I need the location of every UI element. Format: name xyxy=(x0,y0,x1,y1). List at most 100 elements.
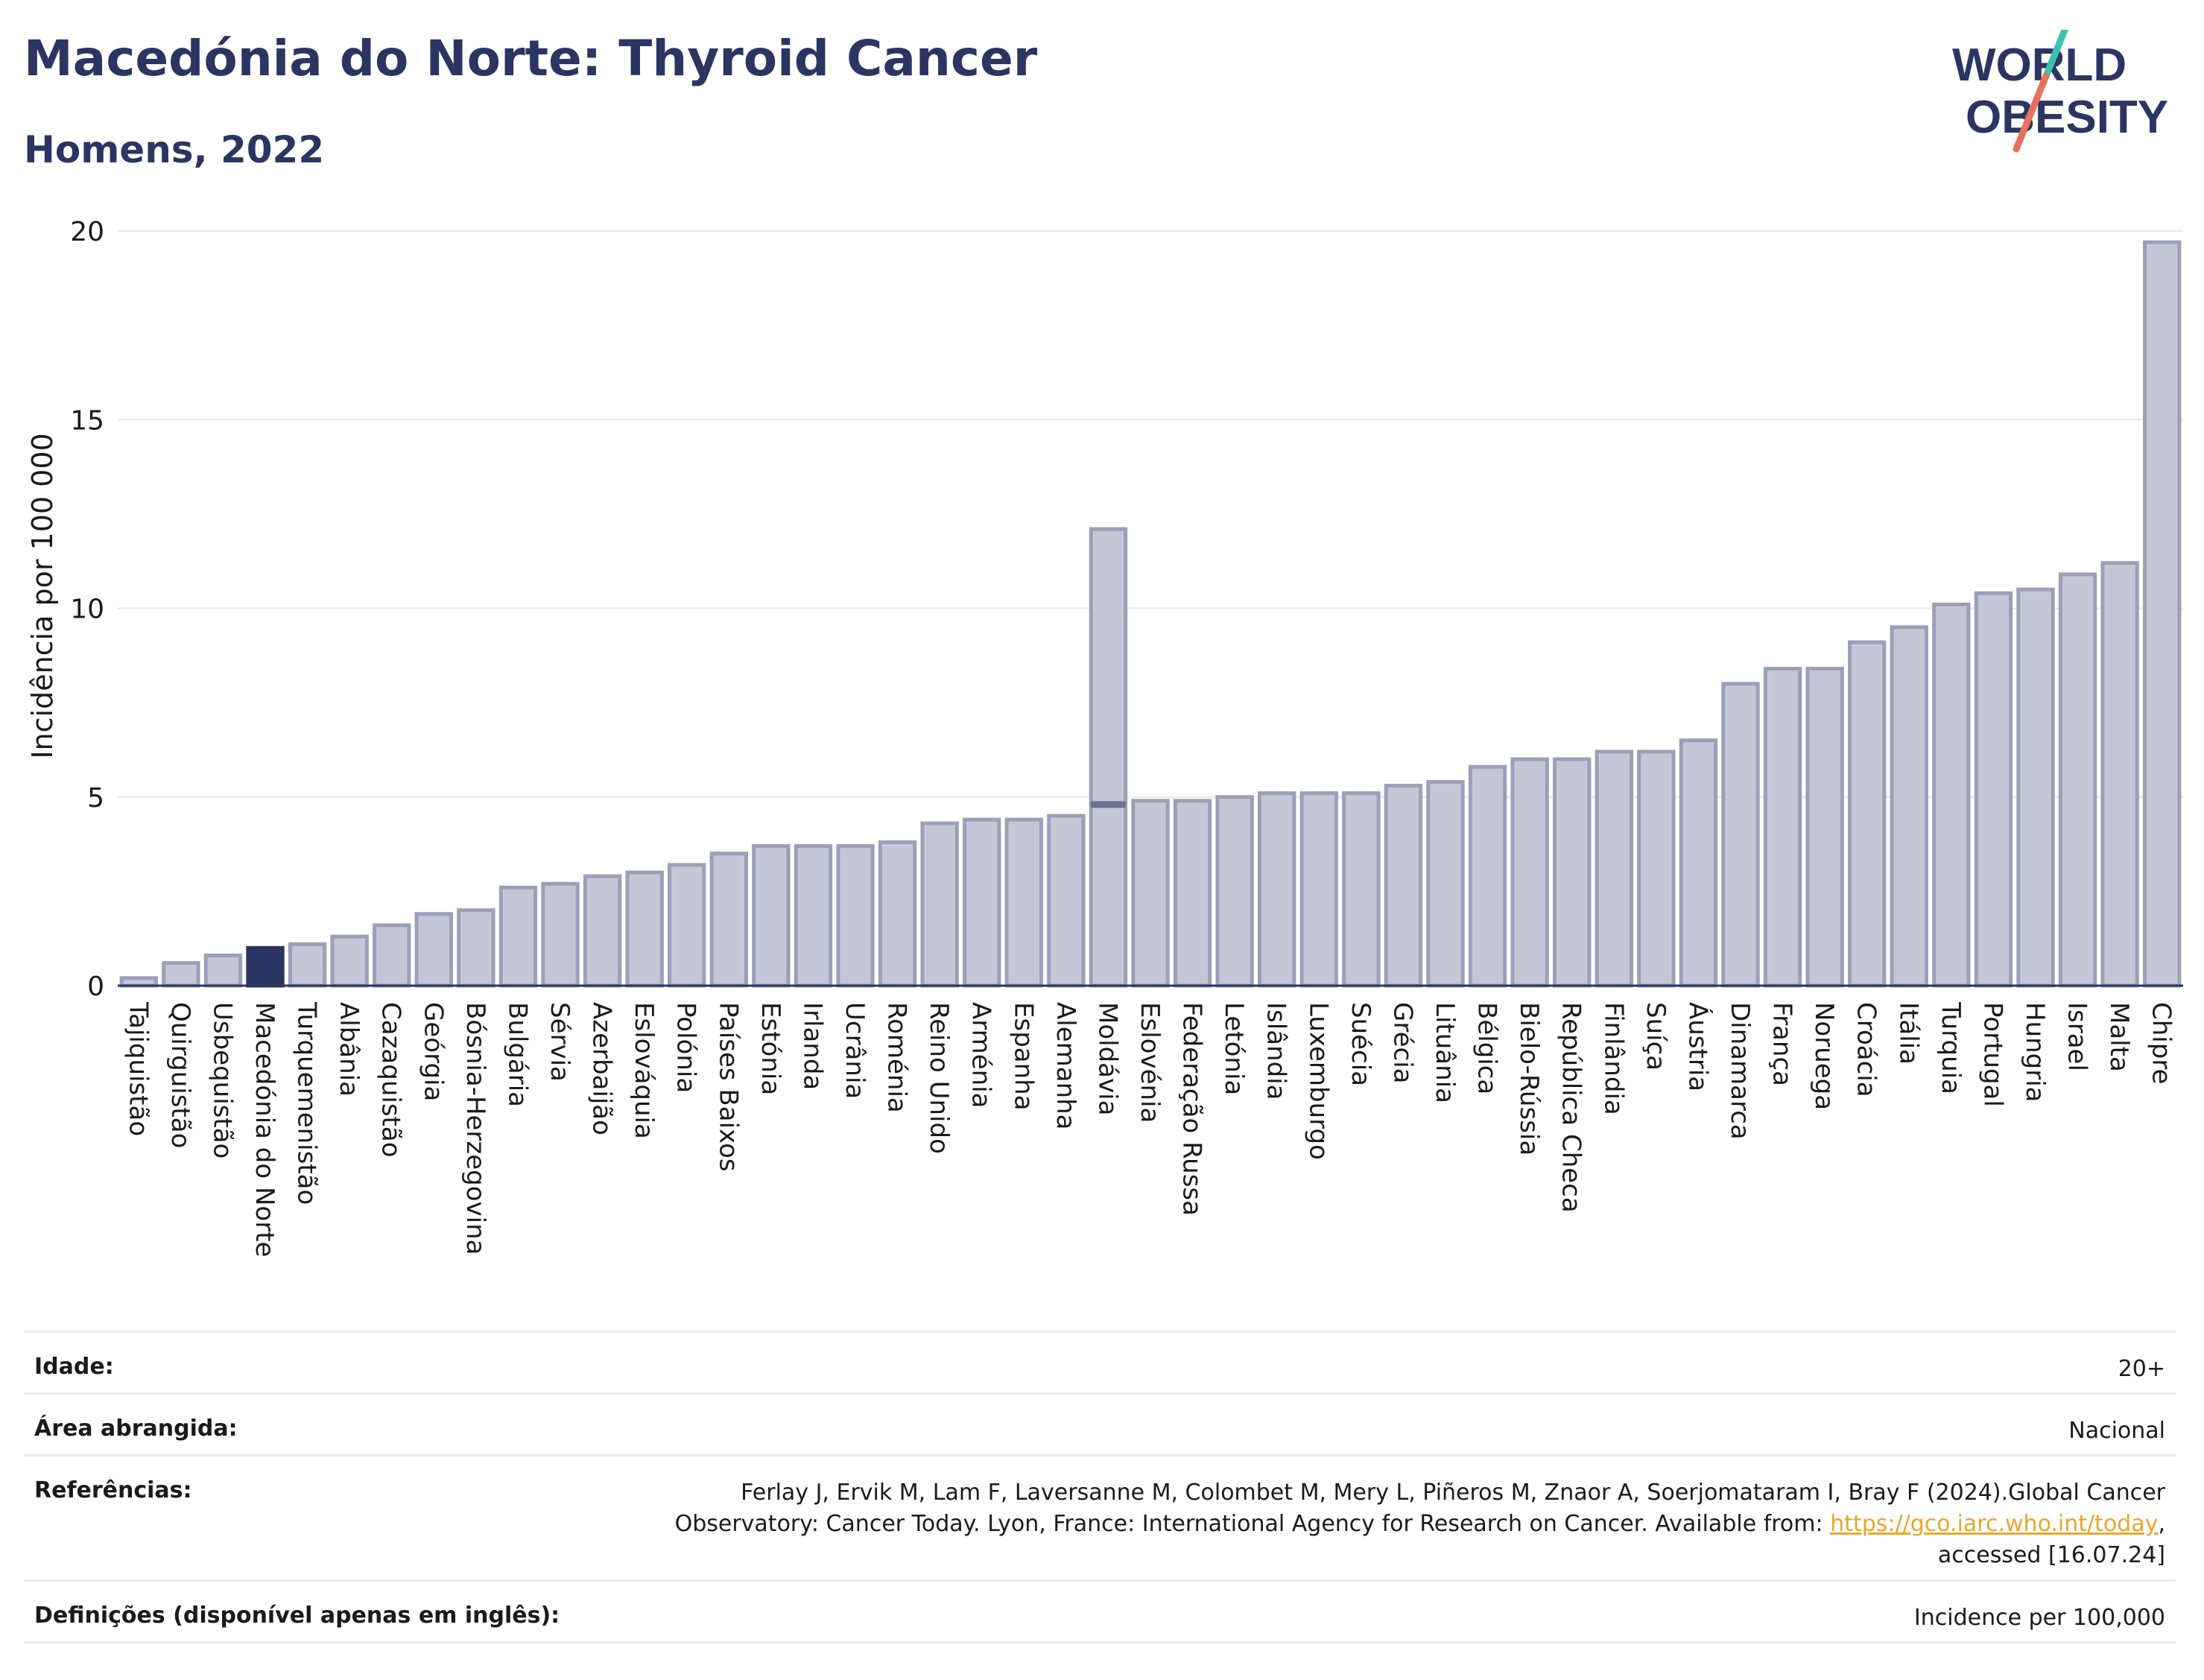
reference-link[interactable]: https://gco.iarc.who.int/today xyxy=(1830,1511,2159,1537)
bar[interactable] xyxy=(625,870,664,988)
x-tick-label: França xyxy=(1767,1002,1797,1086)
bar[interactable] xyxy=(794,844,833,988)
bar[interactable] xyxy=(1047,814,1086,988)
x-tick-label: Áustria xyxy=(1682,1002,1713,1091)
x-tick-label: Bielo-Rússia xyxy=(1514,1002,1544,1156)
x-tick-label: Azerbaijão xyxy=(587,1002,617,1135)
bar[interactable] xyxy=(541,881,580,988)
y-tick-label: 5 xyxy=(87,783,104,814)
bar-chart: 0 5 10 15 20 Tajiquistão Quirguistão Usbequist… xyxy=(26,217,2183,1257)
bar[interactable] xyxy=(457,908,495,988)
reference-line-3: accessed [16.07.24] xyxy=(1937,1542,2165,1568)
bar[interactable] xyxy=(1974,591,2013,988)
x-tick-label: Bélgica xyxy=(1472,1002,1502,1094)
bar[interactable] xyxy=(920,821,959,988)
bar[interactable] xyxy=(1131,799,1170,988)
bar[interactable] xyxy=(203,953,243,988)
x-tick-label: Ucrânia xyxy=(840,1002,870,1099)
x-tick-label: Chipre xyxy=(2147,1002,2176,1084)
bar[interactable] xyxy=(1848,640,1887,988)
logo-slash-bottom xyxy=(2013,72,2050,153)
world-obesity-logo[interactable]: WORLD OBESITY xyxy=(1937,30,2191,164)
bar[interactable] xyxy=(1258,791,1296,988)
x-tick-label: Usbequistão xyxy=(207,1002,237,1158)
info-label-references: Referências: xyxy=(34,1477,192,1503)
x-tick-label: Suíça xyxy=(1641,1002,1671,1071)
bar[interactable] xyxy=(1679,738,1718,988)
bar[interactable] xyxy=(1384,784,1423,988)
bar[interactable] xyxy=(668,863,706,988)
x-tick-label: Reino Unido xyxy=(924,1002,954,1154)
bar[interactable] xyxy=(2100,561,2139,988)
bar[interactable] xyxy=(1595,749,1633,988)
x-tick-label: Polónia xyxy=(671,1002,701,1093)
bar[interactable] xyxy=(709,852,748,988)
bar[interactable] xyxy=(583,874,622,988)
x-tick-label: Israel xyxy=(2062,1002,2092,1071)
x-tick-label: Portugal xyxy=(1977,1002,2007,1107)
bar[interactable] xyxy=(752,844,791,988)
x-tick-label: Islândia xyxy=(1261,1002,1291,1100)
bar[interactable] xyxy=(1637,749,1676,988)
bar[interactable] xyxy=(1553,757,1592,988)
x-tick-label: Dinamarca xyxy=(1725,1002,1755,1140)
x-tick-label: Letónia xyxy=(1219,1002,1249,1095)
bar[interactable] xyxy=(2016,587,2055,988)
bar[interactable] xyxy=(2058,572,2097,988)
x-tick-label: Alemanha xyxy=(1051,1002,1080,1130)
bar[interactable] xyxy=(1173,799,1212,988)
bar[interactable] xyxy=(1932,602,1971,988)
bar[interactable] xyxy=(1004,817,1043,988)
bar[interactable] xyxy=(498,885,538,988)
chart-subtitle: Homens, 2022 xyxy=(24,128,325,171)
bar[interactable] xyxy=(330,934,369,988)
x-tick-label: Arménia xyxy=(966,1002,996,1109)
x-tick-label: Bulgária xyxy=(502,1002,532,1107)
x-axis-labels: Tajiquistão Quirguistão Usbequistão Macedón… xyxy=(123,1001,2176,1257)
y-axis-ticks: 0 5 10 15 20 xyxy=(70,217,104,1002)
bar[interactable] xyxy=(162,961,200,988)
x-tick-label: Cazaquistão xyxy=(376,1002,406,1158)
bar[interactable] xyxy=(836,844,875,988)
bar[interactable] xyxy=(1426,779,1465,988)
x-tick-label: Lituânia xyxy=(1430,1002,1460,1103)
x-tick-label: Itália xyxy=(1893,1002,1923,1065)
bar[interactable] xyxy=(1510,757,1549,988)
reference-line-2: Observatory: Cancer Today. Lyon, France:… xyxy=(675,1509,2165,1540)
x-tick-label: Albânia xyxy=(334,1002,364,1097)
y-tick-label: 0 xyxy=(87,971,104,1002)
bar[interactable] xyxy=(288,942,327,988)
x-tick-label: Turquia xyxy=(1936,1001,1966,1094)
bar[interactable] xyxy=(1721,682,1760,988)
bar[interactable] xyxy=(2143,240,2182,988)
bar[interactable] xyxy=(373,923,411,988)
reference-line-2-text: Observatory: Cancer Today. Lyon, France:… xyxy=(674,1511,1831,1537)
bar[interactable] xyxy=(414,912,453,988)
x-tick-label: Grécia xyxy=(1387,1002,1417,1083)
bar[interactable] xyxy=(1468,764,1507,988)
info-row-references: Referências: Ferlay J, Ervik M, Lam F, L… xyxy=(24,1454,2176,1579)
x-tick-label: Irlanda xyxy=(797,1002,827,1090)
x-tick-label: Espanha xyxy=(1008,1002,1038,1111)
bar[interactable] xyxy=(1342,791,1381,988)
bar[interactable] xyxy=(963,817,1001,988)
x-tick-label: Suécia xyxy=(1346,1002,1375,1086)
x-tick-label: Sérvia xyxy=(545,1002,574,1082)
bar[interactable] xyxy=(1299,791,1338,988)
x-tick-label: Croácia xyxy=(1852,1002,1881,1097)
info-label-definitions: Definições (disponível apenas em inglês)… xyxy=(34,1603,560,1629)
bar[interactable] xyxy=(119,976,158,988)
bar[interactable] xyxy=(1763,667,1802,988)
bar[interactable] xyxy=(1805,667,1844,988)
reference-link-suffix: , xyxy=(2158,1511,2165,1537)
bar[interactable] xyxy=(878,840,917,988)
y-tick-label: 10 xyxy=(70,595,104,625)
bar[interactable] xyxy=(246,945,285,988)
chart-title: Macedónia do Norte: Thyroid Cancer xyxy=(24,30,1038,87)
info-label-area: Área abrangida: xyxy=(34,1416,238,1442)
bar[interactable] xyxy=(1890,625,1928,988)
x-tick-label: Eslovénia xyxy=(1135,1002,1165,1123)
logo-text-obesity: OBESITY xyxy=(1966,92,2168,143)
bar[interactable] xyxy=(1089,527,1128,988)
bar[interactable] xyxy=(1215,795,1254,988)
